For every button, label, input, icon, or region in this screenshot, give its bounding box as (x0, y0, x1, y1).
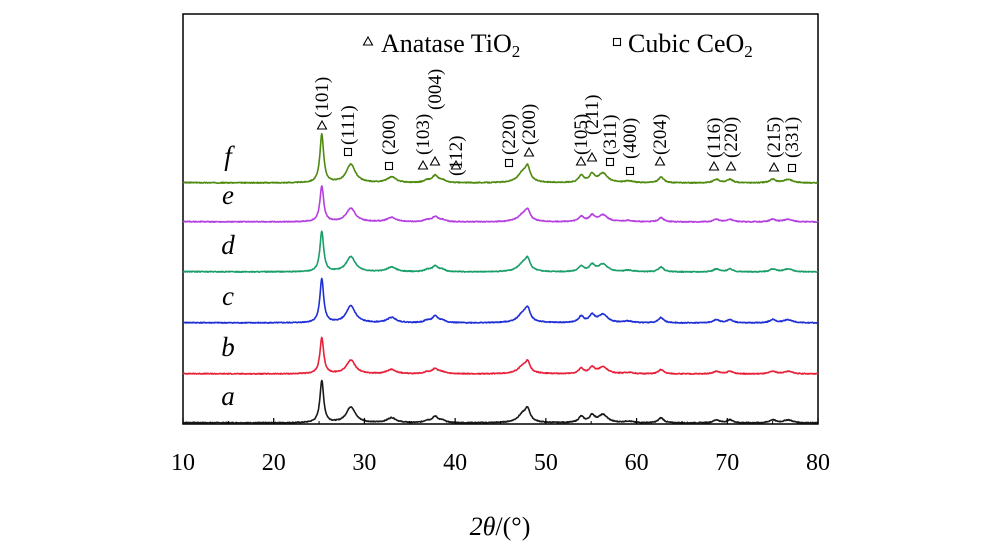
peak-marker-square (504, 158, 514, 168)
peak-marker-square (605, 157, 615, 167)
peak-marker-square (343, 147, 353, 157)
peak-marker-triangle (725, 160, 737, 171)
hkl-label: (400) (620, 118, 641, 159)
peak-marker-triangle (575, 155, 587, 166)
peak-marker-triangle (429, 155, 441, 166)
peak-marker-triangle (768, 161, 780, 172)
series-label-d: d (221, 230, 235, 260)
series-label-c: c (222, 281, 234, 311)
series-label-a: a (221, 381, 235, 411)
x-tick-label: 80 (806, 450, 830, 476)
legend-marker-square (612, 37, 622, 47)
peak-marker-triangle (523, 146, 535, 157)
peak-marker-triangle (450, 159, 462, 170)
x-tick-label: 10 (171, 450, 195, 476)
legend-label-subscript: 2 (512, 42, 521, 61)
peak-marker-triangle (708, 160, 720, 171)
hkl-label: (105) (571, 114, 592, 155)
peak-marker-square (787, 163, 797, 173)
peak-marker-triangle (316, 119, 328, 130)
plot-frame-layer (182, 13, 819, 425)
x-axis-title-variable: 2θ (470, 512, 496, 541)
hkl-label: (331) (782, 117, 803, 158)
x-tick-label: 30 (352, 450, 376, 476)
hkl-label: (220) (499, 114, 520, 155)
legend-label: Anatase TiO2 (381, 29, 520, 61)
legend-label: Cubic CeO2 (628, 29, 753, 61)
x-tick-label: 40 (443, 450, 467, 476)
series-line-a (182, 379, 819, 425)
series-line-d (182, 230, 819, 274)
legend-label-subscript: 2 (744, 42, 753, 61)
x-tick-label: 50 (534, 450, 558, 476)
hkl-label: (211) (582, 95, 603, 135)
hkl-label: (103) (413, 114, 434, 155)
hkl-label: (101) (312, 77, 333, 118)
hkl-label: (200) (519, 104, 540, 145)
x-axis-title: 2θ/(°) (470, 512, 531, 541)
series-label-b: b (221, 332, 235, 362)
legend: Anatase TiO2 Cubic CeO2 (362, 29, 753, 61)
series-label-f: f (224, 141, 235, 171)
x-tick-label: 20 (262, 450, 286, 476)
peak-marker-square (625, 166, 635, 176)
hkl-label: (204) (650, 114, 671, 155)
hkl-label: (116) (704, 118, 725, 158)
hkl-label: (004) (425, 69, 446, 110)
hkl-label: (215) (764, 117, 785, 158)
peak-marker-triangle (417, 159, 429, 170)
x-tick-label: 70 (715, 450, 739, 476)
x-axis-title-unit: /(°) (495, 512, 530, 541)
peak-marker-triangle (586, 151, 598, 162)
legend-marker-triangle (362, 35, 374, 46)
hkl-label: (111) (338, 105, 359, 145)
peak-marker-square (384, 161, 394, 171)
hkl-label: (311) (600, 115, 621, 155)
legend-label-main: Anatase TiO (381, 29, 512, 58)
legend-label-main: Cubic CeO (628, 29, 744, 58)
annotation-layer: (101)(111) (200) (103)(004)(112)(220) (200)… (312, 69, 803, 176)
series-line-c (182, 277, 819, 325)
plot-frame (182, 13, 819, 425)
series-label-e: e (222, 180, 234, 210)
hkl-label: (112) (446, 136, 467, 176)
x-axis: 10 20 30 40 50 60 70 80 2θ/(°) (171, 418, 830, 541)
hkl-label: (200) (379, 114, 400, 155)
x-tick-label: 60 (625, 450, 649, 476)
peak-marker-triangle (654, 155, 666, 166)
series-line-b (182, 336, 819, 376)
series-line-f (182, 132, 819, 185)
hkl-label: (220) (721, 117, 742, 158)
series-line-e (182, 185, 819, 224)
